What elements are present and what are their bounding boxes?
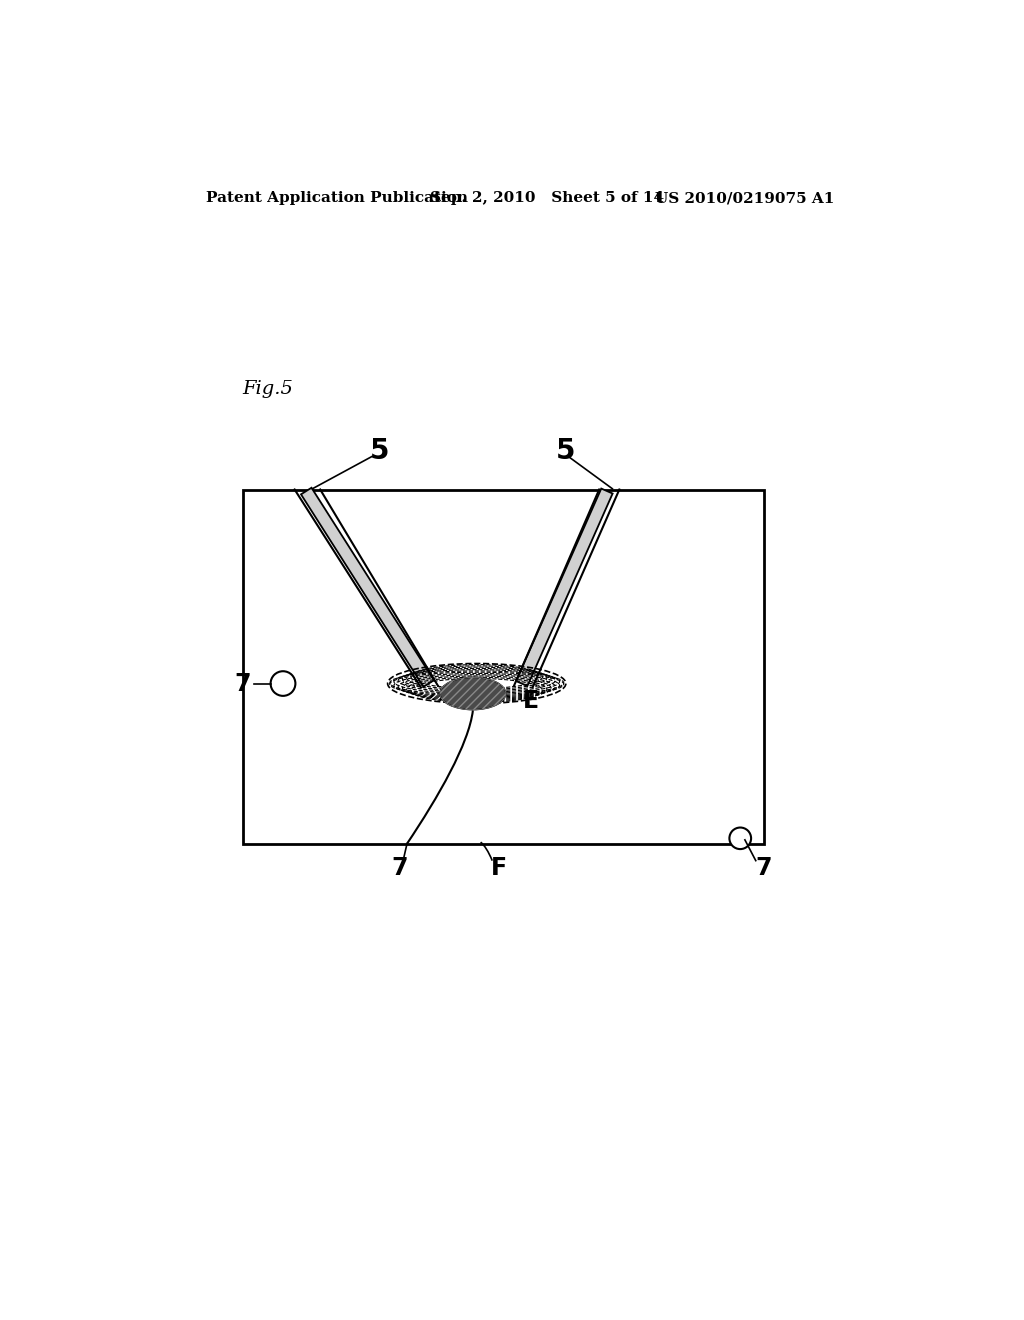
- Text: F: F: [490, 857, 507, 880]
- Text: Sep. 2, 2010   Sheet 5 of 14: Sep. 2, 2010 Sheet 5 of 14: [430, 191, 665, 206]
- Text: 5: 5: [556, 437, 575, 465]
- Text: 7: 7: [391, 857, 408, 880]
- Text: Patent Application Publication: Patent Application Publication: [206, 191, 468, 206]
- Circle shape: [270, 671, 295, 696]
- Bar: [243, 490, 764, 843]
- Text: 5: 5: [370, 437, 389, 465]
- Text: US 2010/0219075 A1: US 2010/0219075 A1: [655, 191, 835, 206]
- Circle shape: [729, 828, 751, 849]
- Text: Fig.5: Fig.5: [243, 380, 294, 399]
- Ellipse shape: [440, 677, 506, 710]
- Text: E: E: [523, 689, 539, 713]
- Polygon shape: [301, 488, 434, 686]
- Text: 7: 7: [234, 672, 251, 696]
- Text: 7: 7: [756, 857, 772, 880]
- Polygon shape: [516, 488, 612, 686]
